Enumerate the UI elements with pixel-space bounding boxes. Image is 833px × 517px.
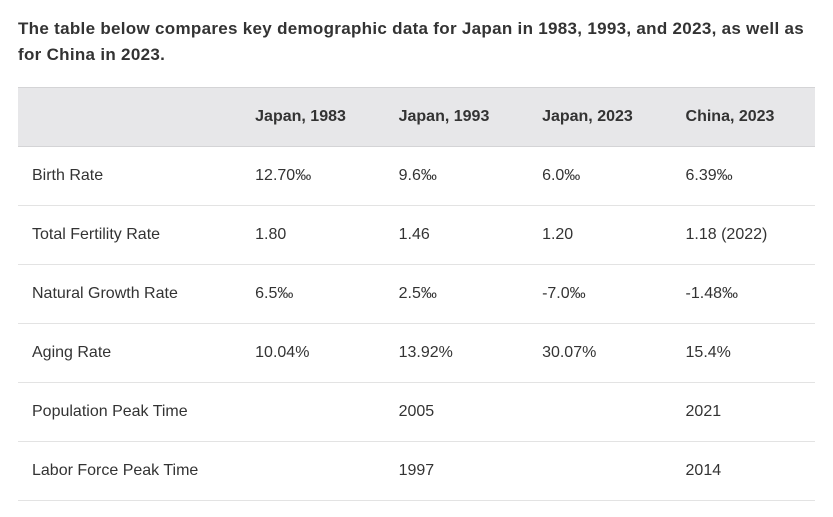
demographic-table: Japan, 1983 Japan, 1993 Japan, 2023 Chin… xyxy=(18,87,815,501)
cell: -7.0‰ xyxy=(528,264,671,323)
cell: 6.5‰ xyxy=(241,264,384,323)
cell: 1997 xyxy=(385,441,528,500)
header-japan-2023: Japan, 2023 xyxy=(528,87,671,146)
table-row: Population Peak Time 2005 2021 xyxy=(18,382,815,441)
cell: 1.18 (2022) xyxy=(672,205,815,264)
cell: 1.20 xyxy=(528,205,671,264)
table-row: Natural Growth Rate 6.5‰ 2.5‰ -7.0‰ -1.4… xyxy=(18,264,815,323)
cell: 10.04% xyxy=(241,323,384,382)
cell: 6.0‰ xyxy=(528,146,671,205)
header-japan-1983: Japan, 1983 xyxy=(241,87,384,146)
cell: 12.70‰ xyxy=(241,146,384,205)
header-blank xyxy=(18,87,241,146)
table-row: Labor Force Peak Time 1997 2014 xyxy=(18,441,815,500)
row-label: Natural Growth Rate xyxy=(18,264,241,323)
header-china-2023: China, 2023 xyxy=(672,87,815,146)
table-row: Aging Rate 10.04% 13.92% 30.07% 15.4% xyxy=(18,323,815,382)
cell: 2.5‰ xyxy=(385,264,528,323)
cell: 1.46 xyxy=(385,205,528,264)
intro-text: The table below compares key demographic… xyxy=(18,16,815,69)
cell: 2005 xyxy=(385,382,528,441)
cell xyxy=(241,441,384,500)
row-label: Aging Rate xyxy=(18,323,241,382)
cell xyxy=(528,441,671,500)
cell: 6.39‰ xyxy=(672,146,815,205)
cell: 2021 xyxy=(672,382,815,441)
cell: 1.80 xyxy=(241,205,384,264)
table-row: Birth Rate 12.70‰ 9.6‰ 6.0‰ 6.39‰ xyxy=(18,146,815,205)
cell: 9.6‰ xyxy=(385,146,528,205)
row-label: Birth Rate xyxy=(18,146,241,205)
cell: -1.48‰ xyxy=(672,264,815,323)
table-header-row: Japan, 1983 Japan, 1993 Japan, 2023 Chin… xyxy=(18,87,815,146)
row-label: Population Peak Time xyxy=(18,382,241,441)
cell: 30.07% xyxy=(528,323,671,382)
cell: 15.4% xyxy=(672,323,815,382)
table-row: Total Fertility Rate 1.80 1.46 1.20 1.18… xyxy=(18,205,815,264)
cell: 13.92% xyxy=(385,323,528,382)
cell: 2014 xyxy=(672,441,815,500)
header-japan-1993: Japan, 1993 xyxy=(385,87,528,146)
cell xyxy=(241,382,384,441)
cell xyxy=(528,382,671,441)
row-label: Total Fertility Rate xyxy=(18,205,241,264)
row-label: Labor Force Peak Time xyxy=(18,441,241,500)
